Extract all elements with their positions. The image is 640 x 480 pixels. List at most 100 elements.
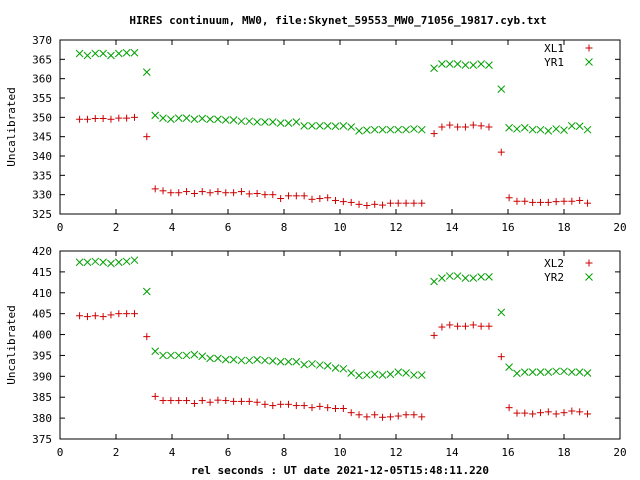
data-point-xl1 bbox=[394, 199, 402, 207]
data-point-yr2 bbox=[245, 356, 254, 365]
x-tick-label: 2 bbox=[113, 221, 120, 234]
data-point-xl2 bbox=[497, 353, 505, 361]
data-point-xl1 bbox=[253, 190, 261, 198]
data-point-yr1 bbox=[75, 49, 84, 58]
y-tick-label: 380 bbox=[32, 412, 52, 425]
data-point-yr1 bbox=[308, 121, 316, 130]
data-point-xl1 bbox=[418, 199, 426, 207]
data-point-xl2 bbox=[300, 402, 308, 410]
data-point-xl2 bbox=[339, 405, 347, 413]
data-point-yr2 bbox=[261, 356, 269, 365]
data-point-yr1 bbox=[284, 119, 293, 127]
data-point-yr2 bbox=[378, 371, 387, 379]
data-point-yr2 bbox=[347, 369, 356, 377]
data-point-yr2 bbox=[253, 355, 261, 364]
x-tick-label: 14 bbox=[445, 221, 459, 234]
data-point-xl1 bbox=[371, 200, 379, 208]
data-point-yr2 bbox=[445, 272, 454, 280]
data-point-xl2 bbox=[355, 411, 363, 419]
legend-symbol-xl1 bbox=[585, 44, 593, 52]
data-point-xl1 bbox=[363, 201, 371, 209]
legend-label-yr2: YR2 bbox=[544, 271, 564, 284]
top-y-axis-label: Uncalibrated bbox=[5, 87, 18, 166]
y-tick-label: 395 bbox=[32, 349, 52, 362]
data-point-xl1 bbox=[544, 198, 552, 206]
data-point-yr1 bbox=[229, 116, 238, 124]
data-point-yr2 bbox=[583, 369, 592, 377]
data-point-yr1 bbox=[394, 125, 403, 134]
data-point-xl2 bbox=[513, 409, 521, 417]
y-tick-label: 360 bbox=[32, 73, 52, 86]
data-point-yr1 bbox=[378, 125, 387, 134]
data-point-yr1 bbox=[339, 121, 348, 130]
x-axis-label: rel seconds : UT date 2021-12-05T15:48:1… bbox=[191, 464, 489, 477]
data-point-xl1 bbox=[536, 198, 544, 206]
data-point-yr2 bbox=[575, 368, 584, 377]
data-point-xl2 bbox=[167, 397, 175, 405]
data-point-xl1 bbox=[552, 198, 560, 206]
data-point-xl2 bbox=[277, 400, 285, 408]
data-point-xl2 bbox=[469, 321, 477, 329]
data-point-xl1 bbox=[183, 188, 191, 196]
data-point-yr1 bbox=[386, 125, 395, 134]
x-tick-label: 4 bbox=[169, 221, 176, 234]
bottom-legend: XL2 YR2 bbox=[544, 257, 593, 284]
data-point-yr2 bbox=[461, 274, 470, 283]
y-tick-label: 390 bbox=[32, 370, 52, 383]
data-point-yr2 bbox=[292, 357, 301, 366]
data-point-xl1 bbox=[347, 198, 355, 206]
data-point-yr2 bbox=[331, 364, 340, 372]
data-point-xl2 bbox=[477, 322, 485, 330]
y-tick-label: 325 bbox=[32, 208, 52, 221]
data-point-yr2 bbox=[485, 273, 493, 281]
y-tick-label: 370 bbox=[32, 34, 52, 47]
data-point-yr2 bbox=[370, 370, 379, 379]
data-point-yr2 bbox=[122, 257, 131, 266]
data-point-yr2 bbox=[386, 370, 395, 379]
data-point-yr2 bbox=[528, 368, 537, 377]
data-point-xl1 bbox=[190, 190, 198, 198]
data-point-xl1 bbox=[332, 196, 340, 204]
data-point-yr2 bbox=[410, 371, 418, 379]
data-point-xl2 bbox=[438, 323, 446, 331]
bottom-axes-ticks: 0 2 4 6 8 10 12 14 16 18 20 375 380 385 390 395 400 405 41… bbox=[32, 245, 627, 459]
data-point-xl1 bbox=[355, 200, 363, 208]
data-point-yr1 bbox=[560, 126, 568, 134]
data-point-xl1 bbox=[284, 192, 292, 200]
legend-marker-yr2 bbox=[585, 273, 593, 281]
data-point-yr2 bbox=[505, 363, 513, 371]
data-point-xl1 bbox=[568, 197, 576, 205]
data-point-yr1 bbox=[575, 122, 584, 131]
data-point-xl1 bbox=[560, 197, 568, 205]
data-point-xl2 bbox=[505, 404, 513, 412]
data-point-yr1 bbox=[528, 125, 537, 134]
data-point-xl2 bbox=[446, 321, 454, 329]
data-point-yr1 bbox=[292, 118, 301, 126]
data-point-xl1 bbox=[529, 198, 537, 206]
x-tick-label: 14 bbox=[445, 446, 459, 459]
data-point-yr2 bbox=[107, 259, 115, 268]
data-point-yr2 bbox=[99, 258, 107, 267]
data-point-xl2 bbox=[143, 333, 151, 341]
data-point-xl1 bbox=[410, 199, 418, 207]
data-point-xl1 bbox=[446, 121, 454, 129]
data-point-xl2 bbox=[123, 310, 131, 318]
x-tick-label: 0 bbox=[57, 221, 64, 234]
data-point-yr2 bbox=[567, 368, 576, 377]
data-point-yr1 bbox=[331, 122, 340, 131]
data-point-yr1 bbox=[174, 114, 183, 122]
y-tick-label: 400 bbox=[32, 329, 52, 342]
data-point-xl2 bbox=[230, 397, 238, 405]
data-point-yr2 bbox=[174, 351, 183, 360]
data-point-xl2 bbox=[347, 409, 355, 417]
data-point-xl2 bbox=[552, 410, 560, 418]
data-point-xl1 bbox=[245, 190, 253, 198]
data-point-yr1 bbox=[355, 127, 363, 135]
y-tick-label: 420 bbox=[32, 245, 52, 258]
data-point-yr2 bbox=[284, 357, 293, 366]
data-point-xl2 bbox=[183, 397, 191, 405]
y-tick-label: 350 bbox=[32, 111, 52, 124]
data-point-xl2 bbox=[83, 313, 91, 321]
data-point-yr1 bbox=[130, 48, 139, 57]
